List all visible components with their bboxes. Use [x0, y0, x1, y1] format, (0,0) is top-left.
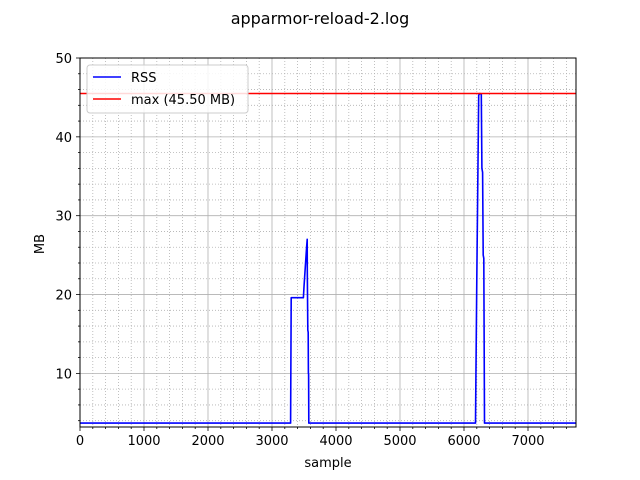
x-tick-label: 7000 — [511, 434, 544, 449]
y-axis-label: MB — [33, 234, 48, 254]
x-axis-label: sample — [304, 456, 351, 471]
x-tick-label: 5000 — [383, 434, 416, 449]
x-tick-label: 6000 — [447, 434, 480, 449]
y-tick-label: 50 — [55, 52, 72, 67]
legend: RSS max (45.50 MB) — [86, 64, 249, 114]
major-grid — [79, 57, 576, 427]
legend-label-1: max (45.50 MB) — [131, 93, 235, 108]
x-axis: 0 1000 2000 3000 4000 5000 6000 7000 — [76, 427, 567, 449]
x-tick-label: 0 — [76, 434, 84, 449]
x-tick-label: 3000 — [255, 434, 288, 449]
plot-frame — [79, 57, 577, 428]
y-tick-label: 30 — [55, 210, 72, 225]
y-tick-label: 20 — [55, 289, 72, 304]
x-tick-label: 2000 — [191, 434, 224, 449]
y-tick-label: 40 — [55, 131, 72, 146]
x-tick-label: 4000 — [319, 434, 352, 449]
y-axis: 10 20 30 40 50 — [55, 52, 80, 422]
legend-box — [86, 64, 249, 114]
x-tick-label: 1000 — [127, 434, 160, 449]
y-tick-label: 10 — [55, 367, 72, 382]
chart-title: apparmor-reload-2.log — [231, 9, 410, 28]
series-line-0 — [80, 92, 576, 424]
legend-label-0: RSS — [131, 71, 157, 86]
